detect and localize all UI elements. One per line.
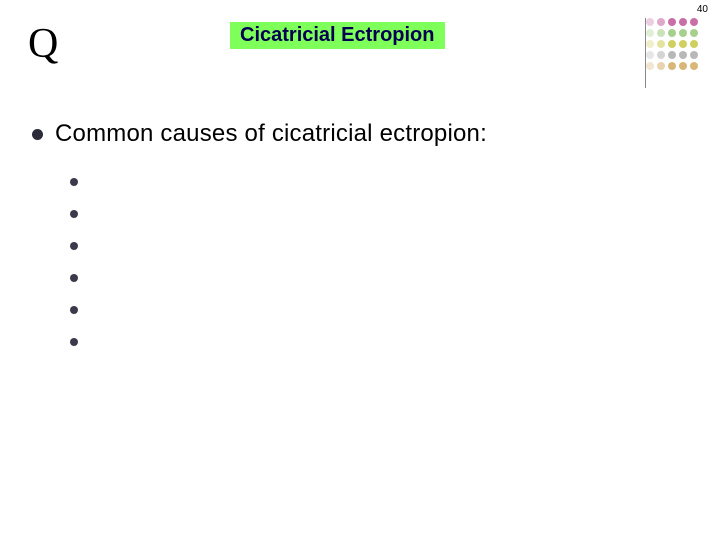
decor-dot <box>690 51 698 59</box>
decor-dot <box>690 62 698 70</box>
body-content: Common causes of cicatricial ectropion: <box>32 120 680 358</box>
sub-bullet-line <box>70 326 680 358</box>
decor-dot <box>679 29 687 37</box>
decor-dot <box>657 62 665 70</box>
decor-dot <box>690 18 698 26</box>
decor-dot <box>690 40 698 48</box>
bullet-icon <box>70 306 78 314</box>
bullet-icon <box>70 210 78 218</box>
decor-dot <box>646 29 654 37</box>
sub-bullet-line <box>70 198 680 230</box>
slide-title-banner: Cicatricial Ectropion <box>230 22 445 49</box>
sub-bullet-line <box>70 230 680 262</box>
decor-dot <box>668 51 676 59</box>
page-number: 40 <box>697 4 708 15</box>
sub-bullet-line <box>70 294 680 326</box>
decor-dot <box>668 29 676 37</box>
decor-dot <box>646 62 654 70</box>
decor-dot <box>668 62 676 70</box>
sub-bullet-line <box>70 262 680 294</box>
decor-dot <box>668 18 676 26</box>
decor-dot <box>657 29 665 37</box>
decor-dot <box>646 18 654 26</box>
sub-bullet-list <box>70 166 680 358</box>
decor-dot <box>679 40 687 48</box>
bullet-icon <box>70 178 78 186</box>
decor-dot <box>668 40 676 48</box>
bullet-icon <box>70 242 78 250</box>
decor-dot <box>646 40 654 48</box>
main-bullet-line: Common causes of cicatricial ectropion: <box>32 120 680 148</box>
decor-dot-grid <box>646 18 698 73</box>
decor-dot <box>657 40 665 48</box>
decor-dot <box>646 51 654 59</box>
decor-dot <box>679 18 687 26</box>
main-bullet-text: Common causes of cicatricial ectropion: <box>55 120 487 148</box>
sub-bullet-line <box>70 166 680 198</box>
bullet-icon <box>70 338 78 346</box>
decor-dot <box>690 29 698 37</box>
bullet-icon <box>70 274 78 282</box>
decor-dot <box>657 51 665 59</box>
decor-dot <box>657 18 665 26</box>
decor-dot <box>679 51 687 59</box>
decor-dot <box>679 62 687 70</box>
bullet-icon <box>32 129 43 140</box>
question-mark: Q <box>28 20 58 68</box>
